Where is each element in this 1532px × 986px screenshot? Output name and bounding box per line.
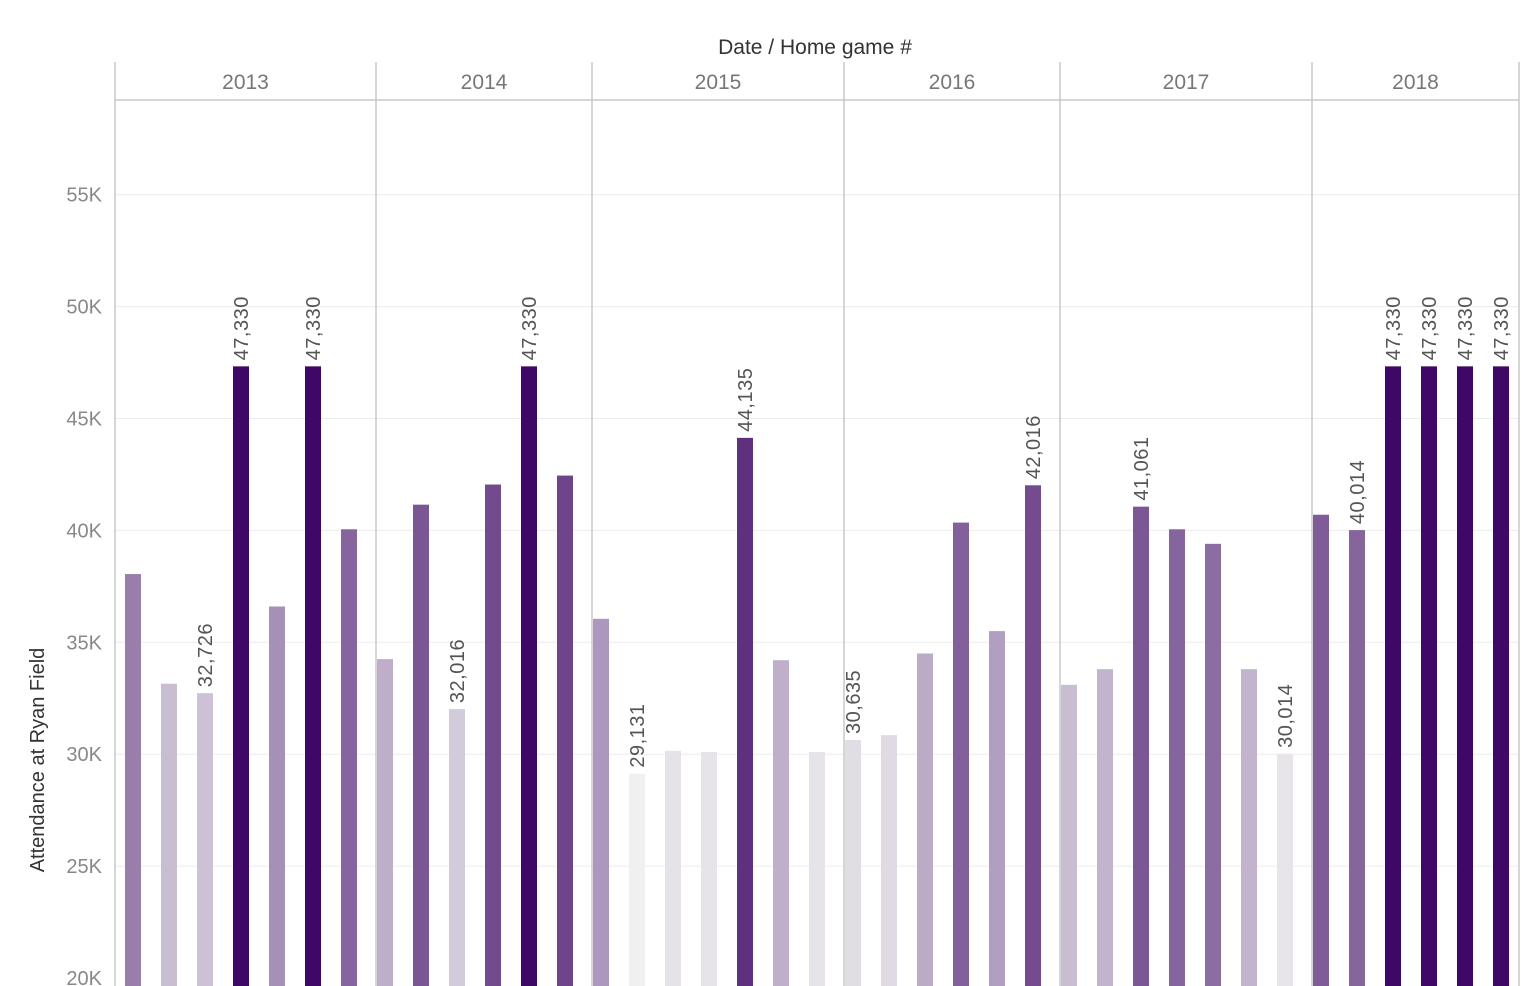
bar-2014-3 xyxy=(449,709,465,986)
data-label: 42,016 xyxy=(1023,415,1045,479)
bar-2013-3 xyxy=(197,693,213,986)
bar-2014-5 xyxy=(521,366,537,986)
bar-2018-5 xyxy=(1457,366,1473,986)
bar-2018-4 xyxy=(1421,366,1437,986)
data-label: 30,635 xyxy=(843,670,865,734)
bar-2016-3 xyxy=(917,653,933,986)
column-header-title: Date / Home game # xyxy=(718,36,912,59)
bar-2015-1 xyxy=(593,618,609,986)
bar-2015-4 xyxy=(701,751,717,986)
data-label: 47,330 xyxy=(1383,296,1405,360)
y-tick-label: 45K xyxy=(66,409,102,431)
y-tick-label: 20K xyxy=(66,968,102,986)
bar-2014-2 xyxy=(413,504,429,986)
bar-2013-6 xyxy=(305,366,321,986)
bar-2016-1 xyxy=(845,739,861,986)
bar-2017-2 xyxy=(1097,669,1113,986)
y-tick-label: 40K xyxy=(66,520,102,542)
y-tick-label: 55K xyxy=(66,185,102,207)
data-labels: 32,726 47,330 47,330 32,016 47,330 29,131 44,1… xyxy=(195,296,1513,767)
bar-2015-7 xyxy=(809,751,825,986)
bar-2017-4 xyxy=(1169,529,1185,986)
data-label: 47,330 xyxy=(231,296,253,360)
bar-2013-4 xyxy=(233,366,249,986)
year-label-2015: 2015 xyxy=(695,71,742,94)
data-label: 32,016 xyxy=(447,639,469,703)
data-label: 47,330 xyxy=(519,296,541,360)
data-label: 47,330 xyxy=(303,296,325,360)
year-panels: 2013 2014 2015 2016 2017 2018 xyxy=(114,62,1520,986)
bar-2017-7 xyxy=(1277,753,1293,986)
bar-2017-3 xyxy=(1133,506,1149,986)
data-label: 32,726 xyxy=(195,623,217,687)
bar-2015-6 xyxy=(773,660,789,986)
bar-2016-2 xyxy=(881,735,897,986)
data-label: 44,135 xyxy=(735,368,757,432)
year-label-2013: 2013 xyxy=(222,71,269,94)
y-tick-label: 50K xyxy=(66,297,102,319)
y-tick-label: 30K xyxy=(66,744,102,766)
data-label: 47,330 xyxy=(1419,296,1441,360)
year-label-2016: 2016 xyxy=(929,71,976,94)
bar-2017-1 xyxy=(1061,684,1077,986)
bar-2018-6 xyxy=(1493,366,1509,986)
bar-2018-1 xyxy=(1313,514,1329,986)
bar-2017-6 xyxy=(1241,669,1257,986)
y-axis-title: Attendance at Ryan Field xyxy=(27,648,49,873)
bar-2018-3 xyxy=(1385,366,1401,986)
bar-2013-1 xyxy=(125,574,141,986)
bar-2017-5 xyxy=(1205,543,1221,986)
year-label-2018: 2018 xyxy=(1392,71,1439,94)
bar-2013-5 xyxy=(269,606,285,986)
bar-2018-2 xyxy=(1349,530,1365,986)
bar-2014-1 xyxy=(377,659,393,986)
bar-2016-6 xyxy=(1025,485,1041,986)
bar-2013-7 xyxy=(341,529,357,986)
year-label-2014: 2014 xyxy=(461,71,508,94)
y-tick-label: 25K xyxy=(66,856,102,878)
bars xyxy=(125,366,1509,986)
data-label: 41,061 xyxy=(1131,436,1153,500)
bar-2014-6 xyxy=(557,475,573,986)
y-axis: 20K 25K 30K 35K 40K 45K 50K 55K xyxy=(66,185,102,986)
bar-2013-2 xyxy=(161,683,177,986)
data-label: 30,014 xyxy=(1275,684,1297,748)
data-label: 47,330 xyxy=(1491,296,1513,360)
bar-2014-4 xyxy=(485,484,501,986)
bar-2015-2 xyxy=(629,773,645,986)
data-label: 29,131 xyxy=(627,703,649,767)
data-label: 47,330 xyxy=(1455,296,1477,360)
data-label: 40,014 xyxy=(1347,460,1369,524)
y-tick-label: 35K xyxy=(66,632,102,654)
year-label-2017: 2017 xyxy=(1163,71,1210,94)
bar-2015-5 xyxy=(737,437,753,986)
bar-2015-3 xyxy=(665,750,681,986)
bar-2016-4 xyxy=(953,522,969,986)
bar-2016-5 xyxy=(989,631,1005,986)
